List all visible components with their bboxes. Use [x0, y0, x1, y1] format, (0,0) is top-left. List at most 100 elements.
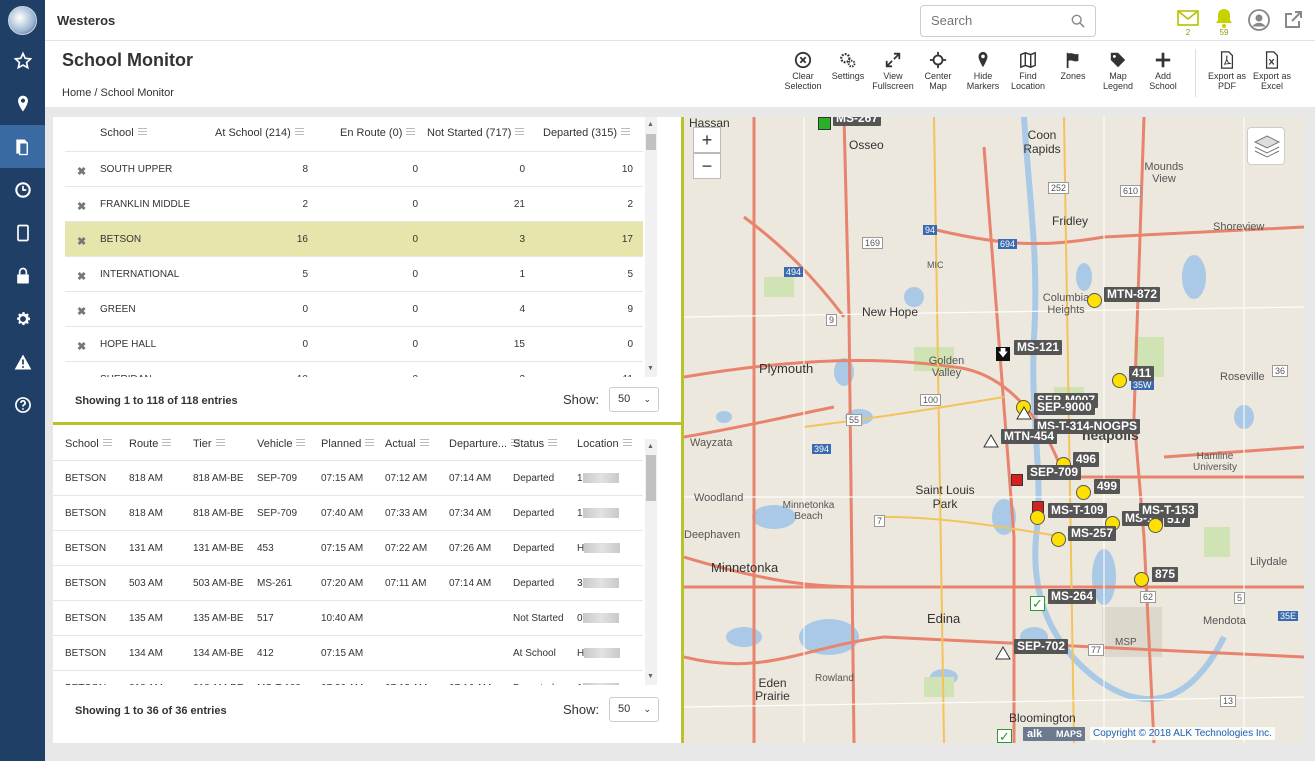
vehicle-label[interactable]: SEP-709 [1027, 465, 1082, 480]
sidebar-favorites[interactable] [0, 39, 45, 82]
map-legend-button[interactable]: Map Legend [1096, 51, 1140, 91]
vehicle-label[interactable]: SEP-9000 [1034, 400, 1095, 415]
sidebar-locations[interactable] [0, 82, 45, 125]
table-row[interactable]: ✖ SHERIDAN10 02 11 [65, 361, 643, 377]
school-marker[interactable] [818, 117, 831, 130]
export-pdf-button[interactable]: Export as PDF [1205, 51, 1249, 91]
triangle-marker-icon[interactable] [1016, 406, 1032, 420]
column-vehicle[interactable]: Vehicle [257, 428, 306, 460]
column-school[interactable]: School [100, 117, 147, 149]
table-row[interactable]: ✖ FRANKLIN MIDDLE 2 0 21 2 [65, 186, 643, 221]
table-row[interactable]: ✖ HOPE HALL 0 0 15 0 [65, 326, 643, 361]
table-row[interactable]: BETSON 503 AM 503 AM-BE MS-261 07:20 AM 07:11… [53, 565, 643, 600]
remove-icon[interactable]: ✖ [77, 236, 87, 248]
sidebar-security[interactable] [0, 254, 45, 297]
breadcrumb[interactable]: Home / School Monitor [62, 87, 174, 99]
column-at-school[interactable]: At School (214) [215, 117, 304, 149]
vehicle-label[interactable]: MS-121 [1014, 340, 1063, 355]
settings-button[interactable]: Settings [826, 51, 870, 81]
vehicle-label[interactable]: MTN-872 [1104, 287, 1161, 302]
schools-scrollbar[interactable]: ▲ ▼ [645, 117, 657, 377]
vehicle-marker[interactable] [1030, 510, 1045, 525]
remove-icon[interactable]: ✖ [77, 375, 86, 377]
remove-icon[interactable]: ✖ [77, 341, 87, 353]
sidebar-devices[interactable] [0, 211, 45, 254]
arrow-down-icon[interactable]: 🡇 [996, 347, 1010, 361]
table-row[interactable]: ✖ GREEN 0 0 4 9 [65, 291, 643, 326]
column-actual[interactable]: Actual [385, 428, 429, 460]
vehicle-label[interactable]: SEP-702 [1014, 639, 1069, 654]
table-row[interactable]: BETSON 818 AM 818 AM-BE SEP-709 07:40 AM 07:3… [53, 495, 643, 530]
table-row[interactable]: ✖ BETSON 16 0 3 17 [65, 221, 643, 256]
checkmark-icon[interactable]: ✓ [1030, 596, 1045, 611]
zoom-in-button[interactable]: + [693, 127, 721, 153]
table-row[interactable]: BETSON 131 AM 131 AM-BE 453 07:15 AM 07:22 AM… [53, 530, 643, 565]
clear-selection-button[interactable]: Clear Selection [781, 51, 825, 91]
center-map-button[interactable]: Center Map [916, 51, 960, 91]
column-status[interactable]: Status [513, 428, 558, 460]
table-row[interactable]: ✖ SOUTH UPPER 8 0 0 10 [65, 151, 643, 186]
layers-button[interactable] [1247, 127, 1285, 165]
vehicle-marker[interactable] [1051, 532, 1066, 547]
routes-page-size-select[interactable]: 50 ⌄ [609, 697, 659, 722]
vehicle-marker[interactable] [1134, 572, 1149, 587]
view-fullscreen-button[interactable]: View Fullscreen [871, 51, 915, 91]
column-departure[interactable]: Departure... [449, 428, 521, 460]
zoom-out-button[interactable]: − [693, 153, 721, 179]
triangle-marker-icon[interactable] [983, 434, 999, 448]
vehicle-marker[interactable] [1087, 293, 1102, 308]
vehicle-marker[interactable] [1076, 485, 1091, 500]
column-school[interactable]: School [65, 428, 112, 460]
remove-icon[interactable]: ✖ [77, 271, 87, 283]
column-tier[interactable]: Tier [193, 428, 225, 460]
find-location-button[interactable]: Find Location [1006, 51, 1050, 91]
routes-scrollbar[interactable]: ▲ ▼ [645, 439, 657, 685]
vehicle-label[interactable]: MS-264 [1048, 589, 1097, 604]
search-input[interactable] [931, 13, 1071, 28]
triangle-marker-icon[interactable] [995, 646, 1011, 660]
sidebar-help[interactable] [0, 383, 45, 426]
table-row[interactable]: BETSON 135 AM 135 AM-BE 517 10:40 AM Not Star… [53, 600, 643, 635]
external-link-icon[interactable] [1281, 8, 1305, 32]
export-excel-button[interactable]: Export as Excel [1250, 51, 1294, 91]
vehicle-label[interactable]: 496 [1073, 452, 1100, 467]
checkmark-icon[interactable]: ✓ [997, 729, 1012, 743]
vehicle-label[interactable]: 499 [1094, 479, 1121, 494]
school-marker[interactable] [1011, 474, 1023, 486]
column-not-started[interactable]: Not Started (717) [427, 117, 525, 149]
vehicle-label[interactable]: MS-257 [1068, 526, 1117, 541]
column-planned[interactable]: Planned [321, 428, 375, 460]
mail-icon[interactable] [1176, 6, 1200, 30]
app-logo[interactable] [8, 6, 37, 35]
remove-icon[interactable]: ✖ [77, 306, 87, 318]
zones-button[interactable]: Zones [1051, 51, 1095, 81]
column-departed[interactable]: Departed (315) [543, 117, 630, 149]
panel-splitter-vertical[interactable] [681, 117, 684, 743]
schools-page-size-select[interactable]: 50 ⌄ [609, 387, 659, 412]
sidebar-alerts[interactable] [0, 340, 45, 383]
column-location[interactable]: Location [577, 428, 632, 460]
remove-icon[interactable]: ✖ [77, 201, 87, 213]
column-en-route[interactable]: En Route (0) [340, 117, 416, 149]
user-avatar-icon[interactable] [1247, 8, 1271, 32]
vehicle-label[interactable]: MTN-454 [1001, 429, 1058, 444]
panel-splitter-horizontal[interactable] [53, 422, 681, 425]
search-icon[interactable] [1071, 14, 1085, 28]
search-box[interactable] [920, 5, 1096, 37]
vehicle-label[interactable]: MS-267 [833, 117, 882, 126]
table-row[interactable]: BETSON 818 AM 818 AM-BE SEP-709 07:15 AM 07:1… [53, 460, 643, 495]
sidebar-history[interactable] [0, 168, 45, 211]
vehicle-label[interactable]: 411 [1129, 366, 1155, 381]
vehicle-label[interactable]: MS-T-153 [1139, 503, 1198, 518]
table-row[interactable]: BETSON 134 AM 134 AM-BE 412 07:15 AM At Schoo… [53, 635, 643, 670]
vehicle-marker[interactable] [1112, 373, 1127, 388]
column-route[interactable]: Route [129, 428, 172, 460]
add-school-button[interactable]: Add School [1141, 51, 1185, 91]
sidebar-settings[interactable] [0, 297, 45, 340]
table-row[interactable]: ✖ INTERNATIONAL 5 0 1 5 [65, 256, 643, 291]
map-copyright[interactable]: Copyright © 2018 ALK Technologies Inc. [1090, 727, 1275, 740]
vehicle-marker[interactable] [1148, 518, 1163, 533]
remove-icon[interactable]: ✖ [77, 166, 87, 178]
vehicle-label[interactable]: 875 [1152, 567, 1179, 582]
